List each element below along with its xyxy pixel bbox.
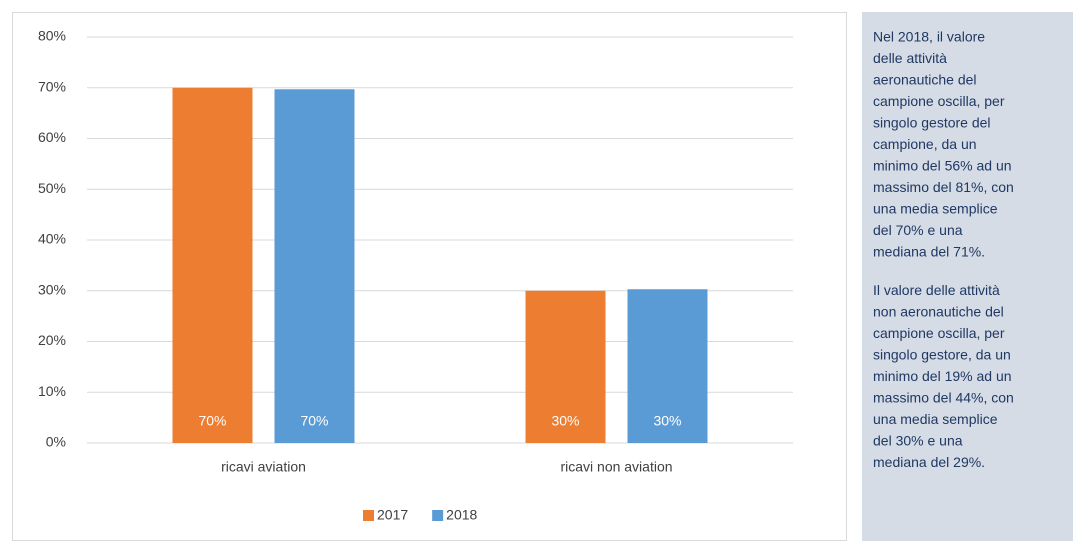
panel-text: massimo del 44%, con [873,390,1014,406]
y-tick-label: 0% [46,434,66,450]
panel-text: una media semplice [873,411,998,427]
bar-label: 70% [198,413,226,429]
y-tick-label: 30% [38,281,66,297]
panel-text: Nel 2018, il valore [873,29,985,45]
panel-text: del 70% e una [873,222,963,238]
panel-text: delle attività [873,50,947,66]
x-tick-label: ricavi non aviation [560,459,672,475]
legend-label: 2017 [377,507,408,523]
panel-text: Il valore delle attività [873,282,1000,298]
panel-text: singolo gestore, da un [873,347,1011,363]
y-tick-label: 10% [38,383,66,399]
y-tick-label: 40% [38,231,66,247]
x-tick-label: ricavi aviation [221,459,306,475]
text-panel [862,12,1073,541]
panel-text: del 30% e una [873,433,963,449]
bar [172,87,253,443]
bar [274,89,355,444]
panel-text: singolo gestore del [873,115,991,131]
panel-text: minimo del 56% ad un [873,158,1012,174]
bar-label: 30% [653,413,681,429]
y-tick-label: 60% [38,129,66,145]
panel-text: campione, da un [873,136,977,152]
y-tick-label: 80% [38,28,66,44]
panel-text: mediana del 29%. [873,454,985,470]
panel-text: campione oscilla, per [873,325,1005,341]
y-tick-label: 20% [38,332,66,348]
y-tick-label: 70% [38,78,66,94]
panel-text: una media semplice [873,201,998,217]
legend-swatch [363,510,374,521]
legend-label: 2018 [446,507,477,523]
bar-label: 30% [551,413,579,429]
legend-swatch [432,510,444,521]
panel-text: aeronautiche del [873,72,977,88]
bar [525,290,606,443]
panel-text: minimo del 19% ad un [873,368,1012,384]
panel-text: mediana del 71%. [873,244,985,260]
panel-text: campione oscilla, per [873,93,1005,109]
bar [627,289,708,443]
panel-text: non aeronautiche del [873,304,1004,320]
bar-label: 70% [300,413,328,429]
chart-frame [12,12,847,541]
y-tick-label: 50% [38,180,66,196]
panel-text: massimo del 81%, con [873,179,1014,195]
